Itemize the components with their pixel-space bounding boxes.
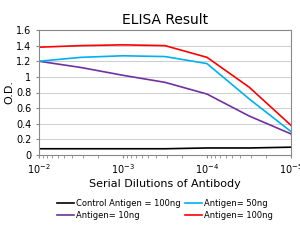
Y-axis label: O.D.: O.D. xyxy=(4,80,15,104)
Legend: Control Antigen = 100ng, Antigen= 10ng, Antigen= 50ng, Antigen= 100ng: Control Antigen = 100ng, Antigen= 10ng, … xyxy=(57,199,273,220)
Title: ELISA Result: ELISA Result xyxy=(122,14,208,28)
X-axis label: Serial Dilutions of Antibody: Serial Dilutions of Antibody xyxy=(89,179,241,189)
